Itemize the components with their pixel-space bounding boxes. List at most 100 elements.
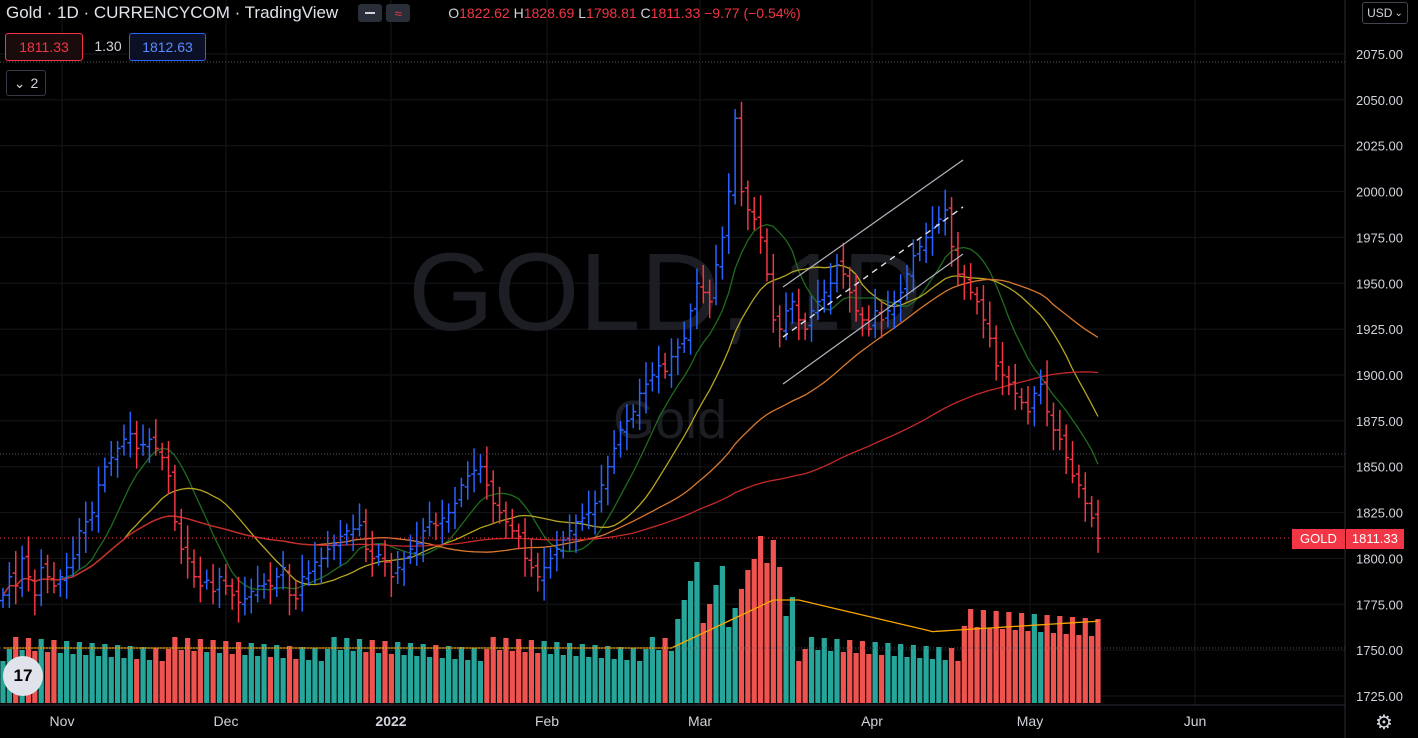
volume-bar [89, 643, 95, 703]
parallel-channel-drawing[interactable] [782, 159, 964, 385]
volume-bar [1050, 633, 1057, 703]
volume-bar [114, 645, 121, 703]
volume-bar [185, 638, 191, 703]
volume-bar [815, 650, 821, 703]
volume-bar [999, 629, 1006, 703]
volume-bar [471, 648, 477, 703]
symbol-title[interactable]: Gold · 1D · CURRENCYCOM · TradingView [6, 3, 339, 22]
volume-bar [554, 642, 560, 703]
ohlc-close: 1811.33 [650, 5, 701, 21]
wave-icon[interactable]: ≈ [386, 4, 411, 22]
price-tick-label: 1900.00 [1356, 368, 1403, 383]
volume-bar [987, 628, 993, 703]
buy-price-button[interactable]: 1812.63 [129, 33, 206, 61]
volume-bar [1025, 631, 1031, 703]
volume-bar [210, 640, 216, 703]
volume-bar [573, 656, 579, 703]
volume-bar [764, 563, 770, 703]
volume-bar [446, 646, 452, 703]
time-tick-label: Mar [688, 713, 712, 729]
settings-gear-icon[interactable]: ⚙ [1375, 711, 1393, 734]
tradingview-logo-icon[interactable]: 17 [3, 656, 43, 696]
volume-bar [547, 654, 554, 703]
volume-bar [783, 616, 789, 703]
volume-bar [242, 655, 248, 703]
volume-bar [420, 644, 426, 703]
volume-bar [675, 619, 681, 703]
volume-bar [312, 648, 318, 703]
volume-bar [146, 660, 153, 703]
volume-bar [891, 656, 897, 703]
ohlc-h-label: H [513, 5, 524, 21]
price-tick-label: 2050.00 [1356, 93, 1403, 108]
sell-price-button[interactable]: 1811.33 [5, 33, 83, 61]
currency-selector[interactable]: USD ⌄ [1362, 2, 1408, 24]
volume-bar [293, 659, 299, 703]
volume-bar [1095, 619, 1101, 703]
volume-bar [286, 646, 293, 703]
volume-bar [936, 647, 942, 703]
ohlc-o-label: O [448, 5, 460, 21]
volume-bar [127, 646, 133, 703]
volume-bar [363, 652, 369, 703]
volume-bar [605, 646, 611, 703]
volume-bar [1038, 632, 1044, 703]
volume-bar [414, 656, 420, 703]
time-tick-label: Feb [535, 713, 559, 729]
ma-green-line [2, 223, 1099, 596]
volume-bar [1069, 617, 1076, 703]
watermark-symbol: GOLD, 1D [408, 231, 921, 354]
volume-bar [1012, 630, 1018, 703]
volume-bar [726, 627, 732, 703]
volume-bar [757, 536, 764, 703]
volume-bar [490, 637, 496, 703]
volume-bar [235, 642, 242, 703]
volume-bar [955, 661, 961, 703]
volume-bar [64, 641, 70, 703]
volume-bar [382, 641, 388, 703]
price-tick-label: 1750.00 [1356, 643, 1403, 658]
volume-bar [376, 653, 382, 703]
volume-bar [484, 649, 490, 703]
ohlc-open: 1822.62 [459, 5, 510, 21]
moving-averages [2, 223, 1099, 649]
volume-bar [980, 610, 987, 703]
price-tick-label: 1775.00 [1356, 597, 1403, 612]
eye-toggle-icon[interactable] [358, 4, 383, 22]
volume-bar [121, 658, 127, 703]
volume-bar [1057, 616, 1063, 703]
volume-bar [407, 643, 414, 703]
price-tick-label: 2025.00 [1356, 139, 1403, 154]
volume-bar [541, 641, 547, 703]
volume-bar [898, 644, 904, 703]
volume-bar [624, 660, 630, 703]
volume-bar [496, 650, 503, 703]
indicators-collapse-button[interactable]: ⌄ 2 [6, 70, 46, 96]
volume-bar [694, 562, 700, 703]
volume-bar [0, 661, 6, 703]
grid [0, 0, 1345, 705]
volume-bar [516, 639, 522, 703]
volume-bar [76, 642, 82, 703]
volume-bar [95, 656, 102, 703]
volume-bar [458, 647, 464, 703]
price-tick-label: 2075.00 [1356, 47, 1403, 62]
chevron-down-icon: ⌄ [13, 74, 26, 91]
volume-bar [630, 648, 636, 703]
volume-bar [611, 659, 617, 703]
volume-bar [808, 637, 815, 703]
watermark-name: Gold [613, 390, 727, 450]
volume-ma-line [3, 599, 1099, 649]
volume-bar [770, 540, 776, 703]
volume-bar [853, 653, 859, 703]
volume-bar [83, 655, 89, 703]
volume-bar [745, 570, 751, 703]
volume-bar [1089, 636, 1095, 703]
volume-bar [566, 643, 573, 703]
volume-bar [732, 608, 738, 703]
ohlc-low: 1798.81 [586, 5, 637, 21]
volume-bar [910, 645, 916, 703]
volume-bar [993, 611, 999, 703]
volume-bar [961, 626, 967, 703]
